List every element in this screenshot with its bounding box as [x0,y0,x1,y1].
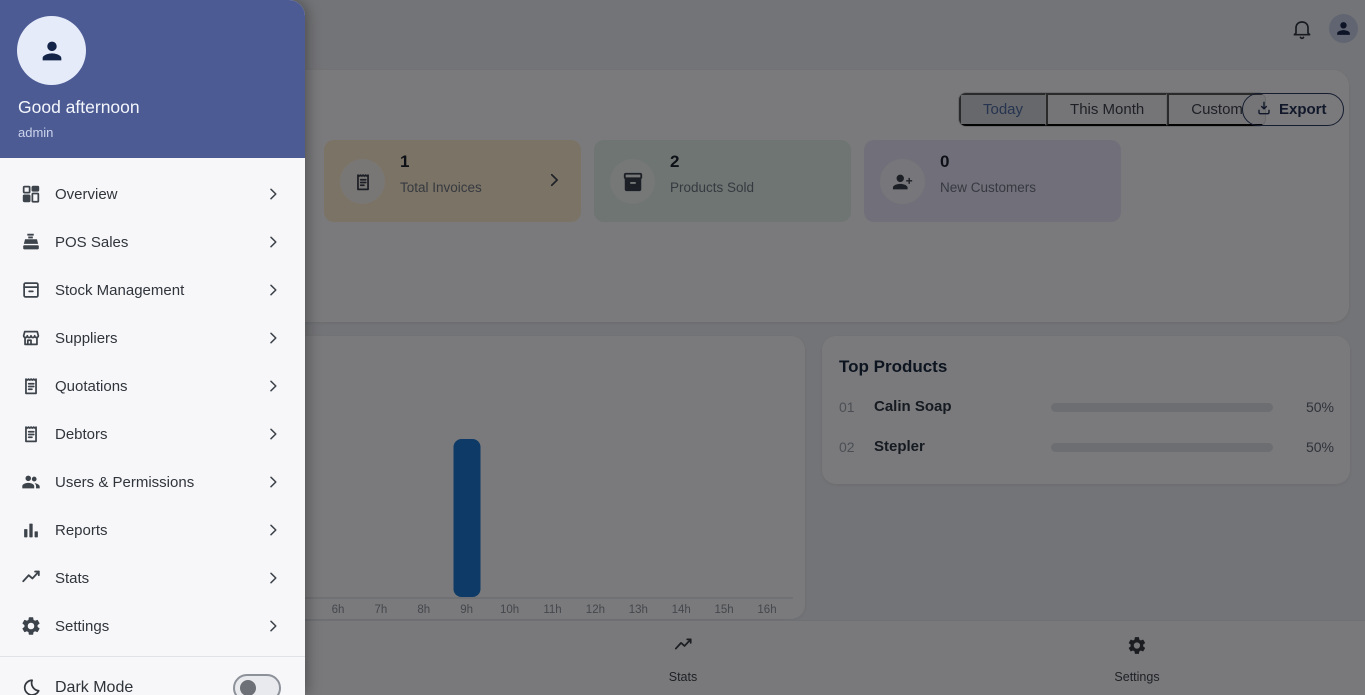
chevron-right-icon [265,378,281,394]
sidebar-item-label: Users & Permissions [55,473,195,491]
chevron-right-icon [265,522,281,538]
sidebar-item-users-permissions[interactable]: Users & Permissions [0,458,305,506]
sidebar-item-label: Overview [55,185,118,203]
pos-register-icon [20,231,42,253]
moon-icon [20,677,42,695]
sidebar-item-label: Settings [55,617,110,635]
gear-icon [20,615,42,637]
sidebar-item-reports[interactable]: Reports [0,506,305,554]
storefront-icon [20,327,42,349]
sidebar-item-label: Stats [55,569,90,587]
sidebar-item-label: Debtors [55,425,108,443]
person-icon [17,16,86,85]
sidebar-item-label: Quotations [55,377,128,395]
sidebar-item-debtors[interactable]: Debtors [0,410,305,458]
sidebar-item-overview[interactable]: Overview [0,170,305,218]
sidebar-item-suppliers[interactable]: Suppliers [0,314,305,362]
chevron-right-icon [265,474,281,490]
chevron-right-icon [265,426,281,442]
receipt-icon [20,423,42,445]
receipt-icon [20,375,42,397]
chevron-right-icon [265,234,281,250]
sidebar-divider [0,656,305,657]
bar-chart-icon [20,519,42,541]
sidebar-menu: Overview POS Sales Stock Management Supplie… [0,158,305,650]
greeting-text: Good afternoon [18,97,140,117]
users-icon [20,471,42,493]
chevron-right-icon [265,618,281,634]
chevron-right-icon [265,186,281,202]
dark-mode-row: Dark Mode [0,657,305,695]
chevron-right-icon [265,282,281,298]
sidebar-item-stock-management[interactable]: Stock Management [0,266,305,314]
sidebar-item-settings[interactable]: Settings [0,602,305,650]
toggle-knob [240,680,256,695]
sidebar-item-quotations[interactable]: Quotations [0,362,305,410]
sidebar-item-label: Reports [55,521,108,539]
sidebar-item-label: POS Sales [55,233,129,251]
sidebar-header: Good afternoon admin [0,0,305,158]
username-text: admin [18,125,54,140]
overview-grid-icon [20,183,42,205]
sidebar-drawer: Good afternoon admin Overview POS Sales St… [0,0,305,695]
sidebar-item-stats[interactable]: Stats [0,554,305,602]
sidebar-item-label: Stock Management [55,281,185,299]
dark-mode-toggle[interactable] [233,674,281,695]
sidebar-item-label: Suppliers [55,329,118,347]
chevron-right-icon [265,570,281,586]
chevron-right-icon [265,330,281,346]
sidebar-item-pos-sales[interactable]: POS Sales [0,218,305,266]
dark-mode-label: Dark Mode [55,679,134,695]
trend-icon [20,567,42,589]
stock-box-icon [20,279,42,301]
